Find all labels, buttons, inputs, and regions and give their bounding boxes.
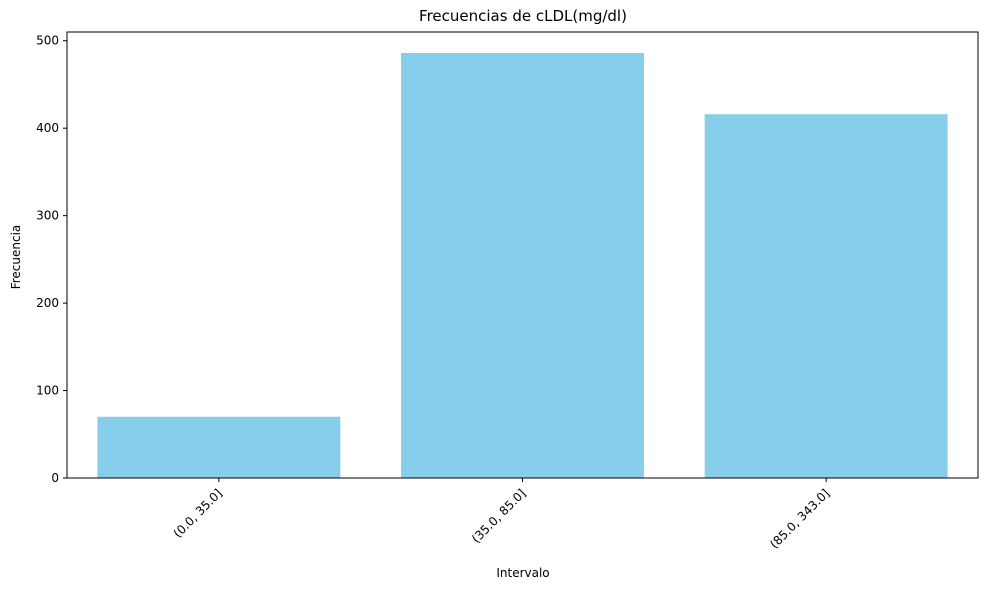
- bar-1: [401, 52, 644, 479]
- plot-frame: [66, 31, 979, 479]
- x-tick-label: (85.0, 343.0]: [767, 486, 832, 551]
- y-axis-label: Frecuencia: [9, 225, 23, 290]
- y-tick-label: 200: [36, 296, 59, 310]
- x-tick-label: (0.0, 35.0]: [171, 486, 225, 540]
- x-tick-label: (35.0, 85.0]: [469, 486, 529, 546]
- y-axis: 0 100 200 300 400 500: [36, 34, 67, 485]
- bar-0: [97, 416, 341, 478]
- y-tick-label: 400: [36, 121, 59, 135]
- x-axis: (0.0, 35.0] (35.0, 85.0] (85.0, 343.0]: [171, 478, 832, 551]
- y-tick-label: 500: [36, 34, 59, 48]
- y-tick-label: 300: [36, 209, 59, 223]
- y-tick-label: 0: [51, 471, 59, 485]
- bars-group: [97, 52, 948, 479]
- bar-2: [704, 114, 948, 478]
- y-tick-label: 100: [36, 384, 59, 398]
- chart-title: Frecuencias de cLDL(mg/dl): [419, 7, 627, 25]
- x-axis-label: Intervalo: [496, 566, 549, 580]
